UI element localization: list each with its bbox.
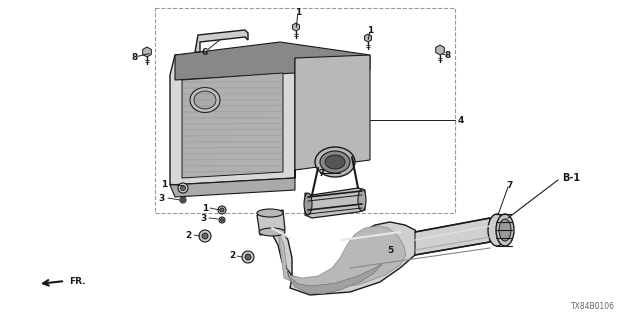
Text: 2: 2	[228, 252, 235, 260]
Polygon shape	[415, 218, 490, 255]
Text: 1: 1	[161, 180, 167, 188]
Ellipse shape	[194, 91, 216, 109]
Circle shape	[218, 206, 226, 214]
Ellipse shape	[190, 87, 220, 113]
Circle shape	[202, 233, 208, 239]
Text: 3: 3	[201, 213, 207, 222]
Polygon shape	[305, 188, 365, 218]
Text: 2: 2	[186, 230, 192, 239]
Polygon shape	[365, 34, 371, 42]
Text: 6: 6	[202, 47, 208, 57]
Text: 8: 8	[445, 51, 451, 60]
Polygon shape	[182, 73, 283, 178]
Text: B-1: B-1	[562, 173, 580, 183]
Circle shape	[180, 186, 186, 190]
Text: 1: 1	[202, 204, 208, 212]
Ellipse shape	[358, 189, 366, 211]
Text: 5: 5	[387, 245, 393, 254]
Ellipse shape	[257, 209, 283, 217]
Ellipse shape	[315, 147, 355, 177]
Text: 8: 8	[132, 52, 138, 61]
Ellipse shape	[325, 155, 345, 169]
Text: 1: 1	[295, 7, 301, 17]
Polygon shape	[278, 226, 406, 288]
Polygon shape	[195, 30, 248, 52]
Polygon shape	[292, 23, 300, 31]
Circle shape	[242, 251, 254, 263]
Ellipse shape	[499, 219, 511, 241]
Ellipse shape	[488, 214, 506, 246]
Polygon shape	[265, 220, 420, 295]
Ellipse shape	[320, 151, 350, 173]
Circle shape	[178, 183, 188, 193]
Circle shape	[182, 198, 184, 202]
Text: 7: 7	[319, 169, 325, 178]
Polygon shape	[436, 45, 444, 55]
Circle shape	[245, 254, 251, 260]
Polygon shape	[143, 47, 151, 57]
Circle shape	[219, 217, 225, 223]
Text: 7: 7	[507, 180, 513, 189]
Polygon shape	[170, 178, 295, 197]
Ellipse shape	[259, 228, 285, 236]
Text: 1: 1	[367, 26, 373, 35]
Text: 4: 4	[458, 116, 465, 124]
Circle shape	[199, 230, 211, 242]
Polygon shape	[170, 48, 295, 185]
Polygon shape	[175, 42, 370, 80]
Text: TX84B0106: TX84B0106	[571, 302, 615, 311]
Text: 3: 3	[159, 194, 165, 203]
Polygon shape	[295, 55, 370, 178]
Polygon shape	[286, 264, 382, 294]
Circle shape	[221, 219, 223, 221]
Circle shape	[220, 208, 224, 212]
Circle shape	[180, 197, 186, 203]
Ellipse shape	[496, 214, 514, 246]
Text: FR.: FR.	[69, 276, 86, 285]
Polygon shape	[257, 210, 285, 235]
Ellipse shape	[304, 193, 312, 215]
